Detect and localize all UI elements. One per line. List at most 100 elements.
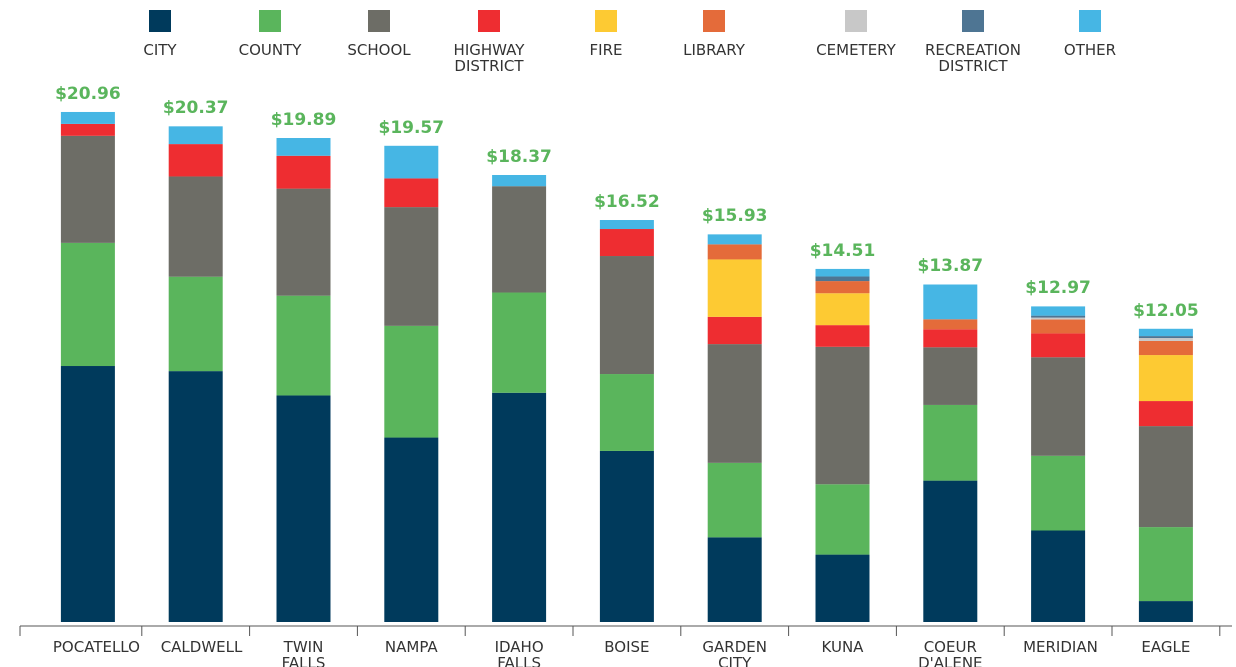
legend-swatch bbox=[845, 10, 867, 32]
legend-label: SCHOOL bbox=[347, 41, 411, 59]
bar-segment bbox=[1138, 340, 1193, 356]
bar-segment bbox=[1031, 306, 1086, 316]
bar-segment bbox=[707, 462, 762, 538]
total-label: $19.89 bbox=[270, 110, 337, 130]
x-tick-label: BOISE bbox=[604, 638, 650, 656]
total-label: $16.52 bbox=[594, 192, 660, 212]
total-label: $12.97 bbox=[1025, 278, 1091, 299]
bar-segment bbox=[168, 144, 223, 177]
x-tick-label: CALDWELL bbox=[160, 638, 243, 656]
bar-segment bbox=[168, 126, 223, 145]
bar-segment bbox=[1031, 357, 1086, 456]
bar-segment bbox=[923, 284, 978, 320]
total-label: $20.37 bbox=[162, 98, 229, 119]
legend-label: COUNTY bbox=[238, 41, 302, 59]
bar-segment bbox=[815, 281, 870, 294]
x-tick-label: POCATELLO bbox=[52, 638, 140, 656]
legend-swatch bbox=[703, 10, 725, 32]
bar-segment bbox=[1138, 527, 1193, 602]
total-label: $14.51 bbox=[809, 240, 876, 261]
bar-segment bbox=[815, 484, 870, 555]
bar-segment bbox=[60, 242, 115, 367]
bar-segment bbox=[384, 325, 439, 438]
bar-segment bbox=[492, 392, 547, 622]
bar-segment bbox=[1031, 315, 1086, 318]
bar-segment bbox=[384, 178, 439, 208]
bar-segment bbox=[815, 268, 870, 277]
x-tick-label: GARDEN CITY bbox=[702, 638, 767, 667]
bar-segment bbox=[815, 346, 870, 485]
bar-segment bbox=[276, 155, 331, 189]
legend-swatch bbox=[259, 10, 281, 32]
legend-label: LIBRARY bbox=[683, 41, 745, 59]
legend-swatch bbox=[368, 10, 390, 32]
bar-segment bbox=[276, 295, 331, 396]
bar-segment bbox=[815, 325, 870, 347]
x-tick-label: MERIDIAN bbox=[1023, 638, 1098, 656]
bar-segment bbox=[1138, 426, 1193, 528]
bar-segment bbox=[599, 220, 654, 230]
bar-segment bbox=[815, 293, 870, 326]
total-label: $15.93 bbox=[701, 206, 768, 227]
legend-swatch bbox=[595, 10, 617, 32]
bar-segment bbox=[707, 537, 762, 622]
bar-segment bbox=[168, 276, 223, 372]
bar-segment bbox=[815, 554, 870, 622]
bar-segment bbox=[492, 186, 547, 293]
bar-segment bbox=[1031, 319, 1086, 334]
bar-segment bbox=[599, 256, 654, 375]
bar-segment bbox=[1138, 328, 1193, 337]
bar-segment bbox=[707, 316, 762, 345]
total-label: $13.87 bbox=[917, 256, 984, 277]
total-label: $19.57 bbox=[378, 117, 445, 138]
bar-segment bbox=[1138, 336, 1193, 339]
x-tick-label: TWIN FALLS bbox=[281, 638, 326, 667]
bar-segment bbox=[168, 176, 223, 277]
x-tick-label: EAGLE bbox=[1141, 638, 1191, 656]
total-label: $12.05 bbox=[1133, 300, 1199, 321]
bar-segment bbox=[1138, 601, 1193, 622]
legend-label: OTHER bbox=[1063, 41, 1117, 59]
bar-segment bbox=[492, 174, 547, 187]
bar-segment bbox=[923, 347, 978, 405]
bar-segment bbox=[168, 371, 223, 622]
bar-segment bbox=[60, 123, 115, 136]
bar-segment bbox=[1031, 530, 1086, 622]
bar-segment bbox=[923, 404, 978, 481]
bar-segment bbox=[707, 244, 762, 260]
bar-segment bbox=[815, 276, 870, 282]
total-label: $18.37 bbox=[486, 146, 552, 167]
x-tick-label: IDAHO FALLS bbox=[494, 638, 544, 667]
bar-segment bbox=[276, 395, 331, 622]
legend-swatch bbox=[478, 10, 500, 32]
legend-label: RECREATION DISTRICT bbox=[925, 41, 1021, 75]
bar-segment bbox=[1138, 355, 1193, 402]
bar-segment bbox=[384, 437, 439, 622]
bar-segment bbox=[923, 480, 978, 622]
bar-segment bbox=[923, 319, 978, 330]
legend-label: FIRE bbox=[589, 41, 623, 59]
bar-segment bbox=[599, 374, 654, 451]
bar-segment bbox=[707, 344, 762, 463]
bar-segment bbox=[276, 188, 331, 296]
bar-segment bbox=[599, 450, 654, 622]
legend-label: CEMETERY bbox=[816, 41, 896, 59]
bar-segment bbox=[707, 234, 762, 245]
total-label: $20.96 bbox=[55, 83, 121, 104]
bar-segment bbox=[1138, 401, 1193, 427]
legend-swatch bbox=[149, 10, 171, 32]
legend-swatch bbox=[962, 10, 984, 32]
bar-segment bbox=[384, 145, 439, 179]
legend-label: CITY bbox=[143, 41, 177, 59]
x-tick-label: NAMPA bbox=[384, 638, 438, 656]
bar-segment bbox=[60, 366, 115, 622]
legend-label: HIGHWAY DISTRICT bbox=[453, 41, 525, 75]
x-tick-label: KUNA bbox=[821, 638, 864, 656]
bar-segment bbox=[492, 292, 547, 393]
bar-segment bbox=[276, 138, 331, 156]
bar-segment bbox=[1031, 333, 1086, 358]
bar-segment bbox=[1031, 455, 1086, 531]
bar-segment bbox=[1031, 317, 1086, 320]
